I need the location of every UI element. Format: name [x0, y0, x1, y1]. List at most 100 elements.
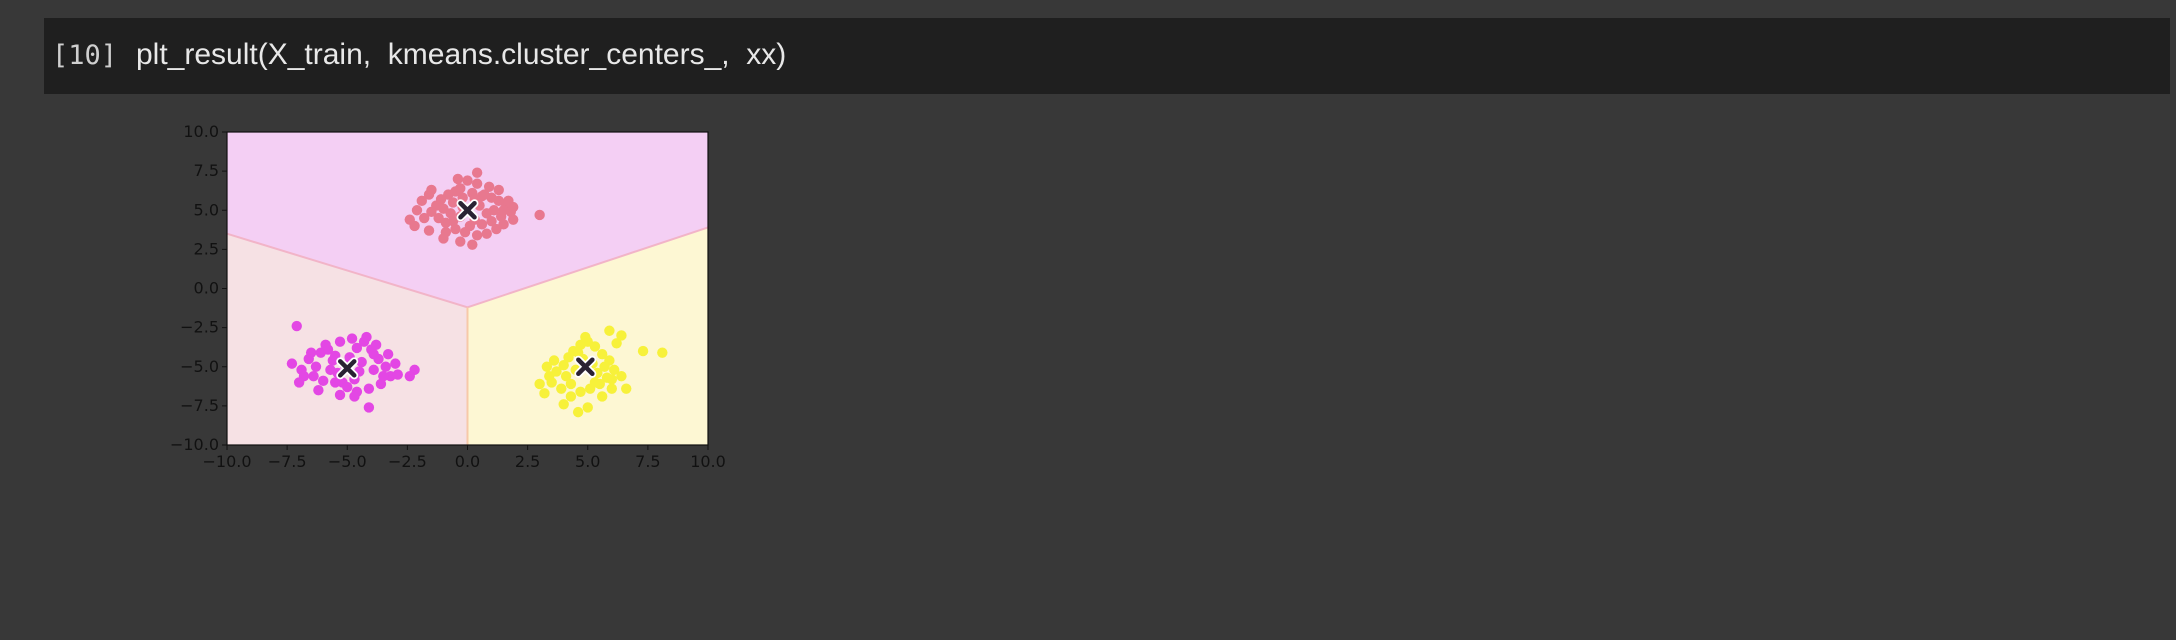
- data-point: [546, 377, 557, 388]
- data-point: [498, 219, 509, 230]
- y-tick-label: 5.0: [194, 200, 219, 219]
- cluster-centers: [336, 199, 597, 380]
- data-point: [313, 385, 324, 396]
- data-point: [565, 391, 577, 402]
- data-point: [291, 320, 302, 332]
- data-point: [596, 391, 608, 402]
- data-point: [572, 406, 584, 418]
- data-point: [349, 391, 360, 402]
- y-tick-label: 7.5: [194, 161, 219, 180]
- data-point: [582, 402, 593, 413]
- y-tick-label: −10.0: [170, 435, 219, 454]
- data-point: [423, 225, 435, 236]
- data-point: [368, 364, 379, 376]
- data-point: [305, 347, 317, 358]
- data-point: [616, 330, 627, 341]
- data-point: [390, 358, 401, 369]
- data-point: [558, 399, 569, 410]
- data-point: [351, 342, 363, 354]
- data-point: [404, 370, 415, 382]
- data-point: [481, 228, 492, 239]
- data-point: [606, 374, 617, 385]
- data-point: [363, 383, 375, 394]
- data-point: [361, 331, 372, 343]
- data-point: [411, 205, 423, 216]
- data-point: [368, 349, 379, 360]
- data-point: [556, 383, 567, 394]
- output-plot: −10.0 −7.5 −5.0 −2.5 0.0 2.5 5.0 7.5 10.0 10.0 7.…: [150, 114, 930, 614]
- cluster-center-marker: [574, 355, 597, 378]
- region-top: [227, 132, 708, 308]
- data-point: [370, 339, 382, 351]
- data-point: [293, 377, 305, 388]
- data-point: [325, 364, 336, 376]
- scatter-plot: −10.0 −7.5 −5.0 −2.5 0.0 2.5 5.0 7.5 10.0 10.0 7.…: [170, 122, 726, 471]
- data-point: [560, 370, 572, 382]
- data-point: [621, 383, 632, 394]
- data-point: [450, 223, 461, 235]
- data-point: [334, 336, 346, 347]
- data-point: [346, 333, 358, 344]
- data-point: [471, 230, 483, 241]
- data-point: [330, 377, 341, 388]
- data-point: [575, 386, 586, 397]
- data-point: [609, 364, 620, 376]
- data-point: [498, 205, 509, 216]
- data-point: [286, 358, 298, 369]
- data-point: [342, 381, 353, 393]
- data-point: [363, 402, 375, 413]
- data-point: [589, 377, 601, 388]
- y-tick-label: −7.5: [180, 396, 219, 415]
- data-point: [580, 331, 591, 343]
- x-tick-label: −7.5: [268, 452, 307, 471]
- data-point: [599, 361, 610, 372]
- data-points: [286, 167, 668, 418]
- data-point: [479, 189, 490, 200]
- data-point: [375, 378, 387, 390]
- data-point: [471, 178, 483, 189]
- data-point: [447, 216, 459, 227]
- data-point: [657, 347, 668, 358]
- data-point: [534, 378, 545, 390]
- code-input[interactable]: plt_result(X_train, kmeans.cluster_cente…: [136, 38, 787, 71]
- data-point: [467, 239, 478, 250]
- data-point: [447, 197, 459, 208]
- data-point: [565, 378, 577, 390]
- data-point: [378, 370, 389, 382]
- data-point: [452, 173, 464, 185]
- data-point: [534, 209, 545, 221]
- x-tick-label: 5.0: [575, 452, 600, 471]
- x-tick-label: −2.5: [388, 452, 427, 471]
- data-point: [426, 206, 437, 218]
- y-tick-label: 2.5: [194, 239, 219, 258]
- data-point: [539, 388, 550, 399]
- data-point: [507, 214, 519, 225]
- data-point: [356, 356, 367, 368]
- x-tick-label: −10.0: [202, 452, 251, 471]
- data-point: [455, 236, 466, 247]
- data-point: [589, 341, 601, 352]
- data-point: [604, 325, 615, 336]
- y-tick-label: −2.5: [180, 318, 219, 337]
- data-point: [382, 349, 394, 360]
- x-tick-label: 10.0: [690, 452, 726, 471]
- x-tick-label: 7.5: [635, 452, 660, 471]
- code-cell[interactable]: [10] plt_result(X_train, kmeans.cluster_…: [44, 18, 2170, 94]
- data-point: [541, 361, 553, 372]
- data-point: [419, 212, 430, 224]
- data-point: [440, 226, 452, 238]
- cluster-center-marker: [456, 199, 479, 222]
- data-point: [455, 183, 466, 194]
- data-point: [558, 359, 569, 371]
- data-point: [435, 194, 447, 205]
- data-point: [409, 220, 420, 232]
- data-point: [507, 201, 519, 213]
- data-point: [471, 167, 483, 178]
- execution-count: [10]: [52, 40, 118, 71]
- data-point: [416, 195, 428, 207]
- data-point: [611, 338, 622, 349]
- data-point: [380, 361, 391, 372]
- data-point: [493, 195, 504, 207]
- data-point: [464, 220, 476, 232]
- data-point: [616, 370, 627, 382]
